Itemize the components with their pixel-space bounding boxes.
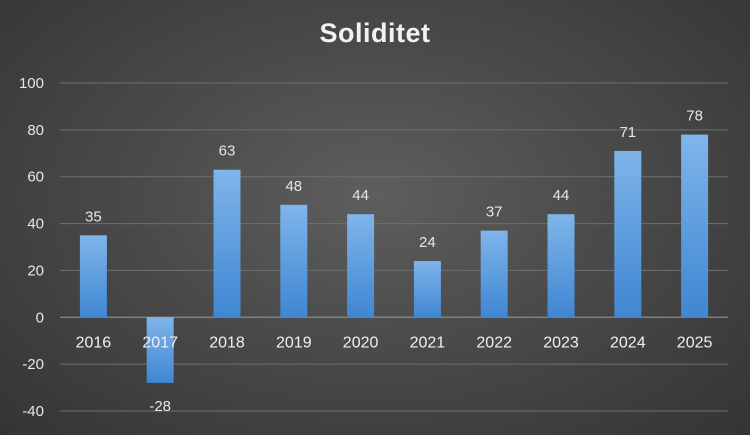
x-tick-label: 2022	[476, 334, 512, 351]
y-tick-label: 60	[27, 169, 44, 186]
bar	[547, 214, 575, 318]
y-tick-label: -20	[22, 356, 44, 373]
x-tick-label: 2019	[276, 334, 312, 351]
x-tick-label: 2024	[610, 334, 646, 351]
data-label: 37	[486, 204, 503, 221]
x-tick-label: 2021	[410, 334, 446, 351]
data-label: 71	[619, 124, 636, 141]
data-label: 78	[686, 108, 703, 125]
data-label: 24	[419, 234, 436, 251]
y-tick-label: 0	[36, 309, 44, 326]
data-label: 35	[85, 208, 102, 225]
data-label: 48	[285, 178, 302, 195]
data-label: 63	[219, 143, 236, 160]
bar	[347, 214, 375, 318]
y-tick-label: 80	[27, 122, 44, 139]
x-tick-label: 2023	[543, 334, 579, 351]
y-tick-label: -40	[22, 403, 44, 420]
bar	[146, 317, 174, 383]
y-tick-label: 20	[27, 262, 44, 279]
bar	[79, 235, 107, 318]
y-tick-label: 100	[19, 75, 44, 92]
bar	[480, 230, 508, 318]
bar	[280, 204, 308, 318]
data-label: 44	[352, 187, 369, 204]
x-tick-label: 2018	[209, 334, 245, 351]
x-tick-label: 2016	[76, 334, 112, 351]
bar	[213, 169, 241, 318]
data-label: -28	[149, 398, 171, 415]
x-tick-label: 2025	[677, 334, 713, 351]
bar	[413, 261, 441, 318]
chart-title: Soliditet	[319, 18, 431, 48]
x-tick-label: 2017	[142, 334, 178, 351]
bar	[681, 134, 709, 318]
bar	[614, 150, 642, 318]
x-tick-label: 2020	[343, 334, 379, 351]
y-tick-label: 40	[27, 216, 44, 233]
data-label: 44	[553, 187, 570, 204]
